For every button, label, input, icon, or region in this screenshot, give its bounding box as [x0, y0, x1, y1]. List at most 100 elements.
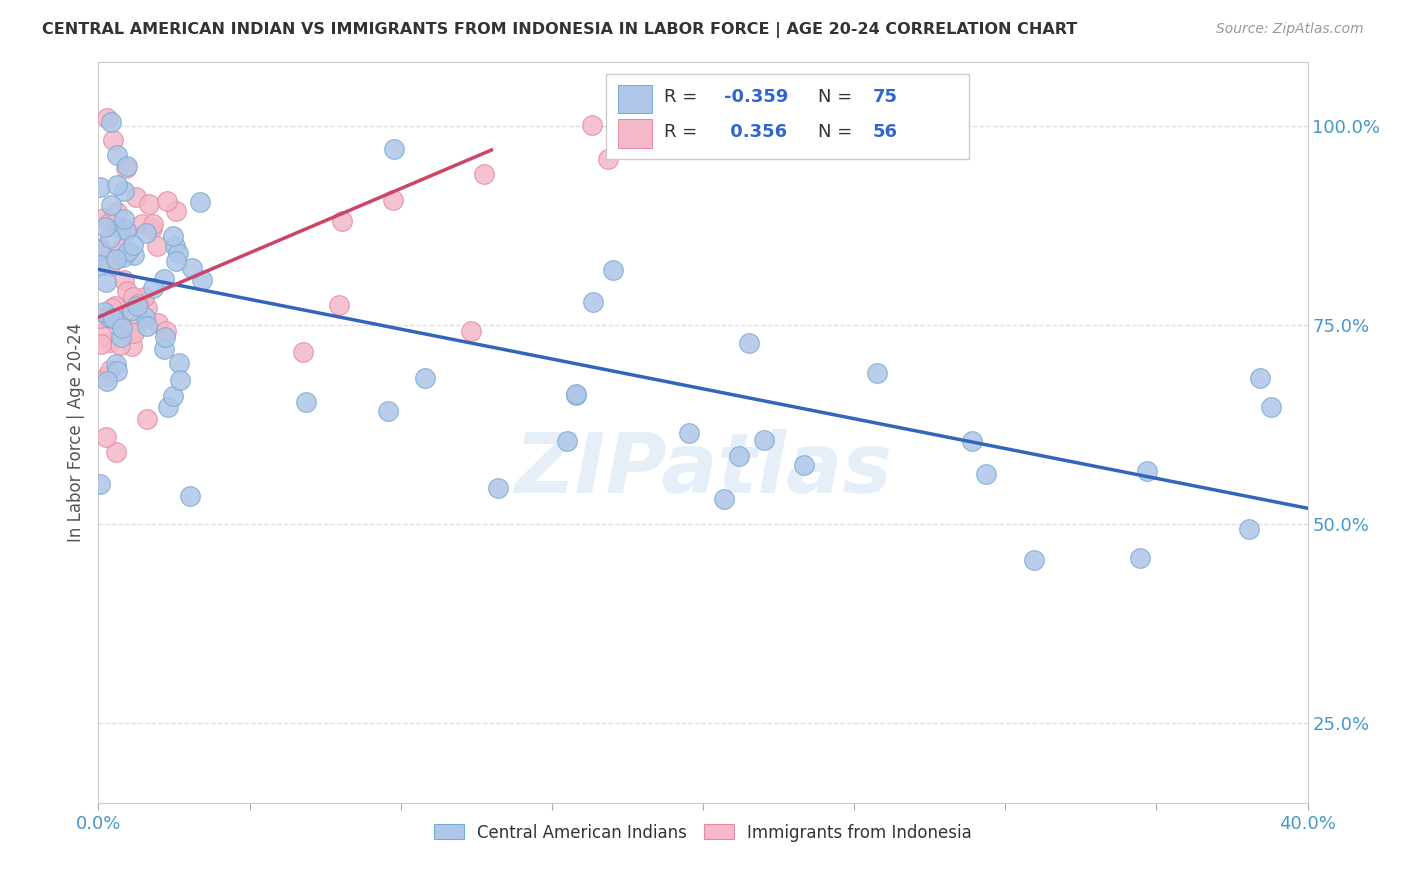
Point: [94, 220, 117, 235]
Point: [974, 467, 997, 481]
Point: [101, 301, 124, 315]
Point: [413, 371, 436, 385]
Point: [156, 194, 179, 208]
Point: [460, 324, 482, 338]
Point: [89, 243, 111, 257]
Text: Source: ZipAtlas.com: Source: ZipAtlas.com: [1216, 22, 1364, 37]
Point: [90, 336, 112, 351]
Point: [793, 458, 815, 473]
Point: [486, 481, 509, 495]
Point: [188, 194, 211, 209]
Point: [169, 373, 191, 387]
Point: [91, 311, 114, 326]
Point: [377, 404, 399, 418]
Point: [101, 133, 124, 147]
Point: [581, 118, 603, 132]
Point: [105, 364, 128, 378]
Point: [89, 310, 111, 325]
Point: [115, 160, 138, 174]
Point: [752, 433, 775, 447]
Point: [98, 231, 121, 245]
Point: [89, 180, 111, 194]
Text: 75: 75: [872, 88, 897, 106]
Point: [153, 342, 176, 356]
Point: [110, 330, 132, 344]
Point: [1136, 464, 1159, 478]
FancyBboxPatch shape: [619, 120, 652, 147]
Point: [115, 284, 138, 298]
Point: [108, 219, 131, 234]
Text: CENTRAL AMERICAN INDIAN VS IMMIGRANTS FROM INDONESIA IN LABOR FORCE | AGE 20-24 : CENTRAL AMERICAN INDIAN VS IMMIGRANTS FR…: [42, 22, 1077, 38]
Point: [105, 445, 128, 459]
Point: [382, 142, 405, 156]
Point: [146, 316, 169, 330]
Point: [181, 261, 204, 276]
Point: [104, 299, 127, 313]
FancyBboxPatch shape: [606, 73, 969, 159]
Point: [598, 152, 620, 166]
Point: [135, 226, 157, 240]
Point: [165, 203, 187, 218]
Point: [582, 294, 605, 309]
Point: [328, 298, 350, 312]
Point: [104, 252, 127, 266]
Point: [381, 193, 404, 207]
Point: [128, 314, 150, 328]
Legend: Central American Indians, Immigrants from Indonesia: Central American Indians, Immigrants fro…: [426, 815, 980, 850]
Point: [136, 318, 159, 333]
Point: [89, 241, 111, 255]
Text: R =: R =: [664, 123, 703, 141]
Point: [125, 299, 148, 313]
Point: [104, 358, 127, 372]
Point: [728, 449, 751, 463]
Point: [738, 335, 761, 350]
Point: [105, 178, 128, 192]
Point: [93, 305, 115, 319]
Point: [179, 489, 201, 503]
Point: [136, 301, 159, 315]
Point: [112, 273, 135, 287]
Point: [713, 492, 735, 507]
Point: [191, 273, 214, 287]
Point: [678, 426, 700, 441]
Point: [122, 290, 145, 304]
Point: [117, 244, 139, 258]
Point: [100, 198, 122, 212]
Point: [118, 326, 141, 341]
Point: [134, 310, 156, 325]
Point: [167, 245, 190, 260]
Text: 0.356: 0.356: [724, 123, 787, 141]
Point: [122, 248, 145, 262]
Point: [121, 303, 143, 318]
Point: [294, 395, 316, 409]
Point: [122, 321, 145, 335]
Point: [96, 369, 118, 384]
Point: [105, 147, 128, 161]
Point: [1024, 553, 1046, 567]
Point: [125, 190, 148, 204]
Point: [105, 204, 128, 219]
Text: N =: N =: [818, 123, 858, 141]
Point: [108, 220, 131, 235]
Point: [114, 223, 136, 237]
Point: [565, 387, 588, 401]
Point: [141, 221, 163, 235]
Point: [89, 249, 111, 263]
Point: [165, 254, 187, 268]
Text: 56: 56: [872, 123, 897, 141]
Point: [96, 112, 118, 126]
Point: [155, 325, 177, 339]
Point: [557, 434, 579, 448]
Point: [93, 211, 115, 226]
Point: [602, 263, 624, 277]
Point: [1129, 551, 1152, 566]
Point: [162, 228, 184, 243]
Point: [1239, 523, 1261, 537]
Point: [111, 250, 134, 264]
Point: [104, 312, 127, 326]
Point: [138, 197, 160, 211]
Point: [1249, 371, 1271, 385]
Point: [98, 363, 121, 377]
Point: [156, 401, 179, 415]
Point: [472, 168, 495, 182]
